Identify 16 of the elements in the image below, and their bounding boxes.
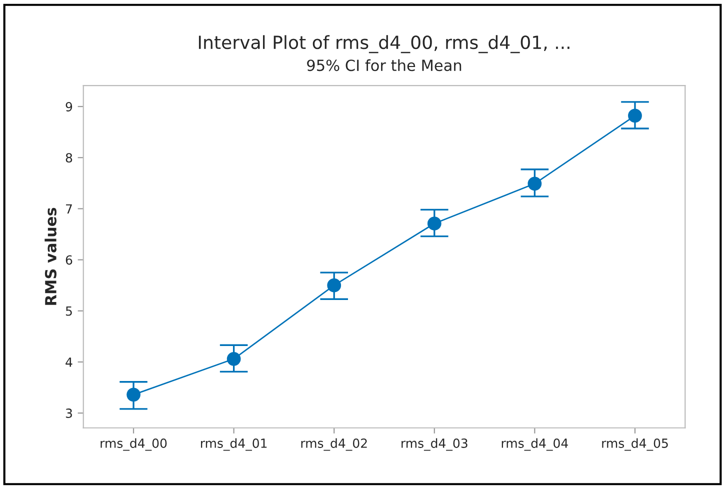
x-tick-label: rms_d4_05 bbox=[602, 438, 668, 451]
y-axis-title: RMS values bbox=[44, 208, 56, 305]
y-tick-label: 9 bbox=[66, 102, 72, 112]
chart-title: Interval Plot of rms_d4_00, rms_d4_01, ... bbox=[198, 35, 570, 54]
x-tick-label: rms_d4_00 bbox=[100, 438, 167, 451]
y-tick-label: 5 bbox=[66, 306, 72, 316]
y-tick-label: 8 bbox=[66, 153, 72, 163]
y-tick-label: 7 bbox=[66, 204, 72, 214]
y-tick-label: 4 bbox=[66, 358, 72, 367]
y-tick-label: 6 bbox=[66, 255, 72, 265]
x-tick-label: rms_d4_03 bbox=[402, 438, 468, 451]
y-tick-label: 3 bbox=[66, 408, 72, 418]
x-tick-label: rms_d4_01 bbox=[200, 438, 267, 451]
x-tick-label: rms_d4_02 bbox=[301, 438, 367, 451]
chart-subtitle: 95% CI for the Mean bbox=[307, 59, 462, 72]
x-tick-label: rms_d4_04 bbox=[502, 438, 568, 451]
